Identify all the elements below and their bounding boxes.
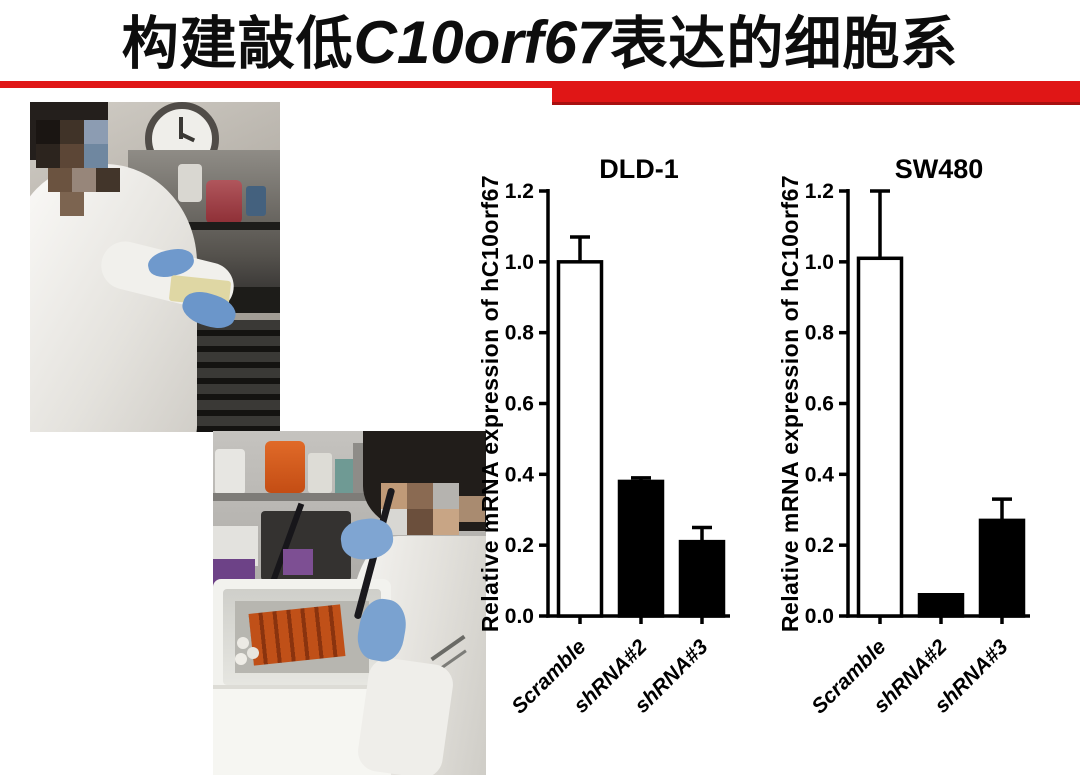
pixelated-face (459, 496, 485, 522)
svg-text:SW480: SW480 (895, 154, 984, 184)
svg-text:DLD-1: DLD-1 (599, 154, 679, 184)
svg-text:0.0: 0.0 (805, 605, 834, 628)
media-bottle (178, 164, 202, 202)
svg-text:0.2: 0.2 (805, 534, 834, 557)
blue-bottle (246, 186, 266, 216)
orange-tube-rack (248, 604, 346, 666)
svg-text:Relative mRNA expression of hC: Relative mRNA expression of hC10orf67 (477, 175, 503, 632)
svg-text:0.2: 0.2 (505, 534, 534, 557)
svg-text:0.4: 0.4 (805, 463, 835, 486)
orange-bottle (265, 441, 305, 493)
bar-chart-sw480: SW480 Relative mRNA expression of hC10orf… (772, 148, 1052, 758)
accent-bar (552, 88, 1080, 105)
svg-text:1.0: 1.0 (805, 251, 834, 274)
shelf-board (213, 493, 413, 501)
svg-text:0.6: 0.6 (505, 393, 534, 416)
white-jug (215, 449, 245, 495)
svg-text:1.0: 1.0 (505, 251, 534, 274)
white-cap-tubes (237, 637, 249, 649)
flask-red-media (206, 180, 242, 224)
lab-photo-2 (213, 431, 486, 775)
svg-text:1.2: 1.2 (505, 180, 534, 203)
svg-text:0.8: 0.8 (505, 322, 535, 345)
lab-photo-1 (30, 102, 280, 432)
slide-title: 构建敲低C10orf67表达的细胞系 (0, 4, 1080, 83)
vent-grille (188, 320, 280, 432)
svg-text:0.6: 0.6 (805, 393, 834, 416)
bar-chart-dld1-svg: DLD-1 Relative mRNA expression of hC10orf… (477, 154, 730, 718)
title-underline-rule (0, 81, 1080, 88)
title-gene: C10orf67 (353, 9, 611, 76)
title-prefix: 构建敲低 (121, 12, 354, 76)
bar-chart-dld1: DLD-1 Relative mRNA expression of hC10orf… (472, 148, 752, 758)
title-suffix: 表达的细胞系 (610, 12, 959, 76)
svg-text:0.8: 0.8 (805, 322, 835, 345)
svg-text:Relative mRNA expression of hC: Relative mRNA expression of hC10orf67 (777, 175, 803, 632)
bar-chart-sw480-svg: SW480 Relative mRNA expression of hC10orf… (777, 154, 1030, 718)
svg-text:0.4: 0.4 (505, 463, 535, 486)
svg-text:1.2: 1.2 (805, 180, 834, 203)
coat-sleeve (355, 655, 456, 775)
svg-text:0.0: 0.0 (505, 605, 534, 628)
